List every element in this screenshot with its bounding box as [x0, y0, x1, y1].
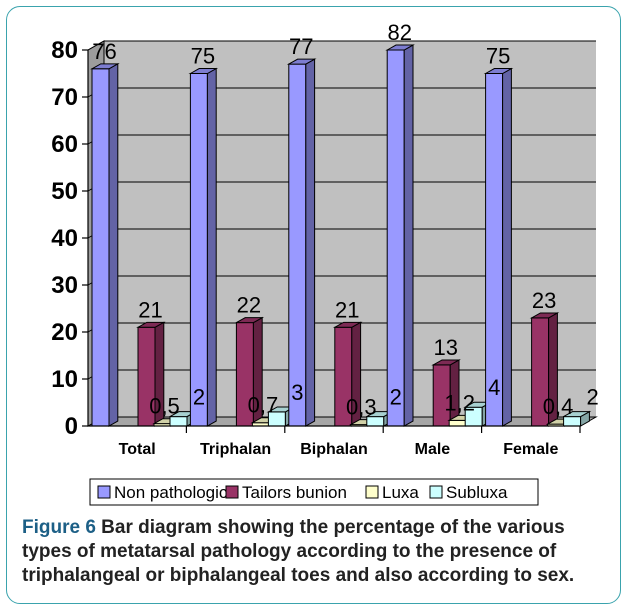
bar [385, 44, 415, 427]
bar-data-label: 21 [138, 297, 162, 322]
y-tick-label: 20 [51, 319, 78, 346]
legend-swatch [429, 485, 443, 499]
bar [286, 58, 317, 427]
bar-top [483, 68, 514, 74]
bar [188, 67, 219, 427]
y-tick-label: 10 [51, 366, 78, 393]
bar-side [108, 62, 119, 427]
bar-top [529, 312, 560, 319]
x-tick-label: Female [503, 441, 558, 458]
bar-data-label: 23 [532, 288, 556, 313]
legend: Non pathologic Tailors bunion Luxa Subluxa [89, 478, 539, 506]
bar-data-label: 4 [488, 375, 500, 400]
bars [90, 44, 592, 427]
y-tick-label: 30 [51, 272, 78, 299]
x-tick-label: Biphalan [300, 441, 368, 458]
y-tick-label: 60 [51, 131, 78, 158]
bar-front [386, 49, 405, 427]
bar-side [403, 44, 414, 427]
caption-label: Figure 6 [22, 517, 96, 538]
bar-front [448, 419, 467, 427]
legend-swatch [225, 485, 239, 499]
legend-label: Non pathologic [114, 483, 228, 502]
bar-data-label: 0,4 [543, 394, 574, 419]
bar-side [305, 58, 316, 427]
gridline-depth [87, 40, 105, 51]
bar-data-label: 76 [92, 39, 116, 64]
bar-top [286, 58, 317, 65]
bar-data-label: 2 [586, 385, 598, 410]
legend-swatch [97, 485, 111, 499]
bar-top [332, 321, 363, 328]
bar-chart: 76 21 0,5 2 75 22 0,7 3 77 21 0,3 2 82 13 1,2 4 75 23 0,4 2… [51, 20, 599, 506]
x-tick-label: Triphalan [200, 441, 271, 458]
bar-top [90, 63, 120, 70]
bar-data-label: 3 [291, 380, 303, 405]
y-tick-label: 40 [51, 225, 78, 252]
bar-data-label: 0,7 [248, 393, 279, 418]
bar-data-label: 2 [390, 385, 402, 410]
legend-swatch [365, 485, 379, 499]
legend-item: Luxa [365, 483, 419, 502]
bar-front [485, 73, 504, 427]
bar-data-label: 22 [237, 293, 261, 318]
bar-top [561, 411, 592, 418]
bar-data-label: 21 [335, 297, 359, 322]
x-tick-label: Total [119, 441, 156, 458]
bar [561, 410, 592, 427]
bar [136, 321, 166, 427]
legend-label: Luxa [382, 483, 419, 502]
bar-side [206, 67, 217, 427]
bar-data-label: 82 [387, 20, 411, 45]
legend-label: Subluxa [446, 483, 508, 502]
bar-data-label: 75 [486, 44, 510, 69]
bar-data-label: 13 [433, 335, 457, 360]
bar-front [189, 73, 208, 427]
x-tick-label: Male [415, 441, 451, 458]
bar-data-label: 1,2 [444, 390, 475, 415]
bar-data-label: 0,3 [346, 395, 377, 420]
y-tick-label: 0 [65, 413, 78, 440]
y-tick-label: 80 [51, 37, 78, 64]
bar-top [136, 321, 166, 328]
bar [90, 62, 120, 427]
legend-box: Non pathologic Tailors bunion Luxa Subluxa [89, 478, 539, 506]
bar-front [288, 63, 307, 427]
data-labels: 76 21 0,5 2 75 22 0,7 3 77 21 0,3 2 82 13 1,2 4 75 23 0,4 2 [92, 20, 598, 420]
caption-text: Bar diagram showing the percentage of th… [22, 517, 575, 586]
bar-top [431, 359, 461, 366]
legend-item: Subluxa [429, 483, 508, 502]
bar-side [502, 67, 512, 427]
bar [483, 67, 514, 427]
figure-caption: Figure 6 Bar diagram showing the percent… [22, 516, 612, 588]
legend-item: Non pathologic [97, 483, 228, 502]
bar-data-label: 0,5 [149, 394, 180, 419]
bar [431, 359, 461, 427]
bar-top [188, 68, 219, 74]
bar-data-label: 75 [191, 44, 215, 69]
y-tick-label: 70 [51, 84, 78, 111]
legend-frame [89, 478, 539, 506]
bar-front [91, 68, 110, 427]
bar [332, 321, 363, 427]
bar-data-label: 2 [193, 385, 205, 410]
legend-label: Tailors bunion [242, 483, 347, 502]
legend-item: Tailors bunion [225, 483, 347, 502]
y-tick-label: 50 [51, 178, 78, 205]
bar-data-label: 77 [289, 34, 313, 59]
bar-top [234, 317, 265, 324]
bar [234, 316, 265, 427]
bar-top [385, 44, 415, 51]
axes: 0 10 20 30 40 50 60 70 80 Total Triphalan Biphalan M… [51, 37, 581, 458]
